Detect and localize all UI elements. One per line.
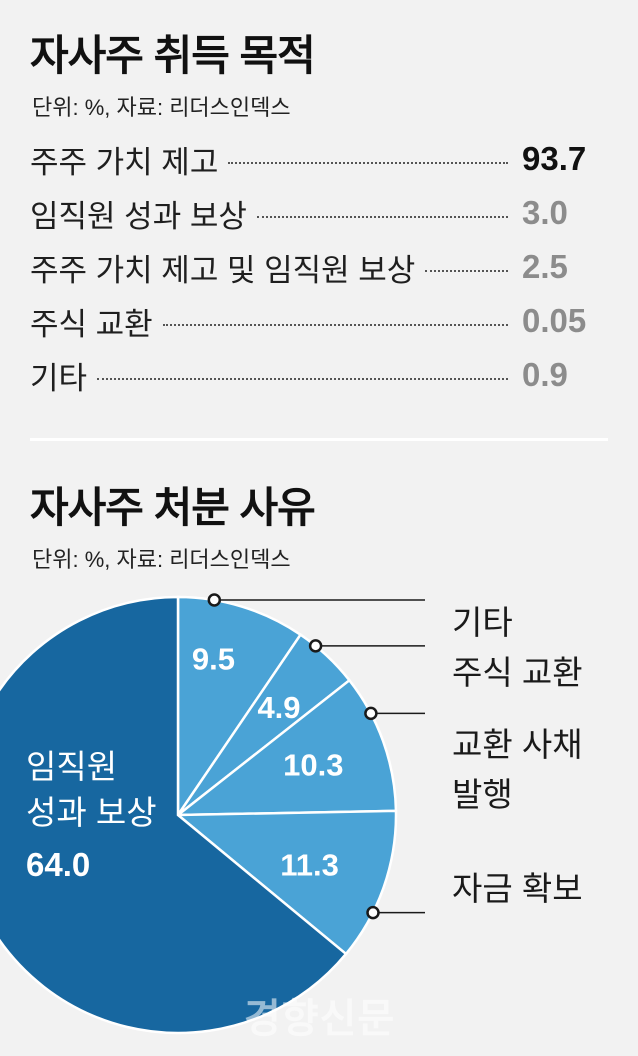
disposal-title: 자사주 처분 사유 xyxy=(30,484,316,531)
callout-dot xyxy=(366,905,380,920)
callout-dot xyxy=(364,706,378,721)
callout-label: 기타 xyxy=(452,604,513,641)
slice-value-label: 11.3 xyxy=(280,848,339,883)
acquisition-row-label: 주주 가치 제고 xyxy=(30,144,219,180)
acquisition-row-value: 2.5 xyxy=(522,248,568,285)
acquisition-row: 기타 0.9 xyxy=(30,353,608,397)
leader-dots xyxy=(425,270,508,272)
acquisition-row-value: 0.05 xyxy=(522,302,587,339)
leader-dots xyxy=(97,378,508,380)
callout-label: 자금 확보 xyxy=(452,870,583,907)
acquisition-row-label: 주주 가치 제고 및 임직원 보상 xyxy=(30,252,416,288)
callout-label: 주식 교환 xyxy=(452,654,583,691)
leader-dots xyxy=(162,324,508,326)
acquisition-row-label: 주식 교환 xyxy=(30,306,153,342)
callout-dot xyxy=(308,639,323,653)
slice-value-label: 64.0 xyxy=(26,846,90,883)
slice-name-label: 임직원 xyxy=(26,748,117,785)
acquisition-row-label: 임직원 성과 보상 xyxy=(30,198,247,234)
callout-label: 교환 사채 xyxy=(452,726,583,763)
disposal-unit-source: 단위: %, 자료: 리더스인덱스 xyxy=(32,547,291,572)
slice-name-label: 성과 보상 xyxy=(26,794,157,831)
acquisition-row-value: 3.0 xyxy=(522,194,568,231)
acquisition-row: 임직원 성과 보상 3.0 xyxy=(30,191,608,235)
slice-value-label: 9.5 xyxy=(192,641,235,676)
section-divider xyxy=(30,438,608,441)
pie-slice xyxy=(174,678,398,817)
slice-value-label: 10.3 xyxy=(283,748,343,783)
pie-slice xyxy=(176,595,303,820)
slice-value-label: 4.9 xyxy=(257,690,300,725)
pie-slice xyxy=(0,595,348,1035)
acquisition-row-value: 0.9 xyxy=(522,356,568,393)
callout-dot xyxy=(207,593,222,607)
leader-dots xyxy=(256,216,508,218)
acquisition-title: 자사주 취득 목적 xyxy=(30,32,316,79)
acquisition-row: 주주 가치 제고 및 임직원 보상 2.5 xyxy=(30,245,608,289)
leader-dots xyxy=(228,162,508,164)
acquisition-unit-source: 단위: %, 자료: 리더스인덱스 xyxy=(32,95,291,120)
pie-slice xyxy=(174,809,398,956)
publisher-watermark: 경향신문 xyxy=(244,997,396,1041)
acquisition-row: 주식 교환 0.05 xyxy=(30,299,608,343)
acquisition-row-value: 93.7 xyxy=(522,140,587,177)
callout-label: 발행 xyxy=(452,776,513,813)
acquisition-row-label: 기타 xyxy=(30,360,88,396)
acquisition-row: 주주 가치 제고 93.7 xyxy=(30,137,608,181)
